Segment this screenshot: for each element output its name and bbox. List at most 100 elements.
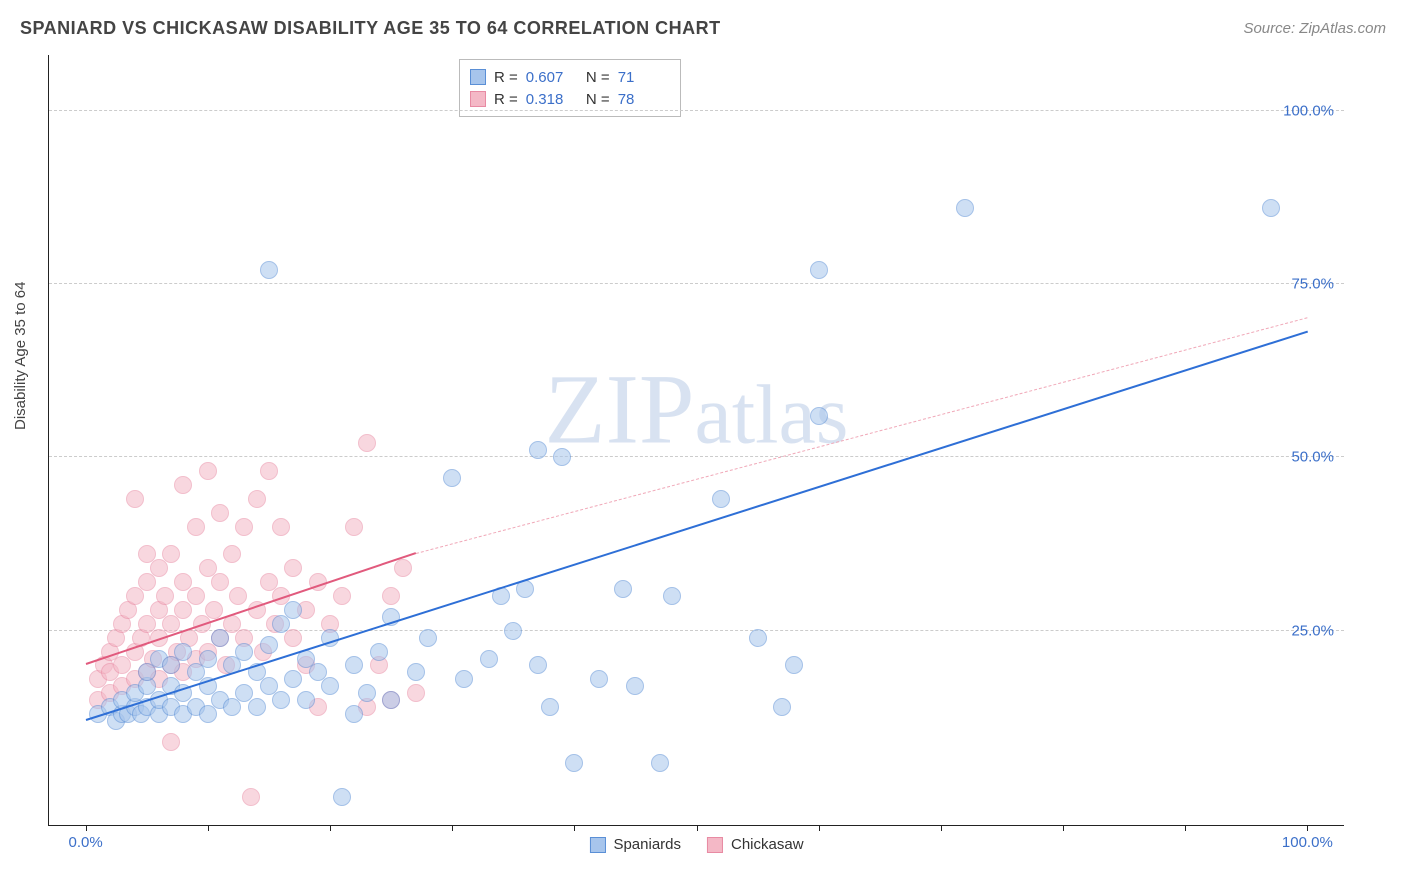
data-point [321,677,339,695]
data-point [242,788,260,806]
data-point [138,573,156,591]
data-point [187,518,205,536]
legend-label: Spaniards [613,836,681,853]
r-label: R = [494,91,518,108]
data-point [297,691,315,709]
data-point [174,476,192,494]
data-point [651,754,669,772]
x-tick [941,825,942,831]
data-point [272,518,290,536]
data-point [199,705,217,723]
data-point [358,434,376,452]
data-point [162,545,180,563]
series-legend: Spaniards Chickasaw [589,836,803,853]
x-tick [1063,825,1064,831]
data-point [419,629,437,647]
data-point [382,691,400,709]
data-point [407,663,425,681]
source-attribution: Source: ZipAtlas.com [1243,20,1386,37]
data-point [284,629,302,647]
data-point [284,670,302,688]
data-point [407,684,425,702]
data-point [529,656,547,674]
correlation-row: R =0.318 N =78 [470,88,666,110]
data-point [211,629,229,647]
data-point [235,643,253,661]
trend-line [415,318,1307,555]
data-point [223,545,241,563]
data-point [162,615,180,633]
legend-swatch-icon [707,837,723,853]
data-point [345,518,363,536]
data-point [248,490,266,508]
data-point [370,643,388,661]
data-point [333,587,351,605]
y-tick-label: 50.0% [1291,449,1334,466]
data-point [229,587,247,605]
legend-swatch-icon [470,69,486,85]
x-tick-label: 0.0% [69,834,103,851]
data-point [126,587,144,605]
data-point [235,518,253,536]
x-tick [208,825,209,831]
data-point [174,643,192,661]
x-tick-label: 100.0% [1282,834,1333,851]
data-point [333,788,351,806]
y-axis-label: Disability Age 35 to 64 [12,282,29,430]
legend-item: Chickasaw [707,836,804,853]
legend-item: Spaniards [589,836,681,853]
data-point [553,448,571,466]
gridline [49,110,1344,111]
data-point [541,698,559,716]
data-point [785,656,803,674]
x-tick [86,825,87,831]
x-tick [819,825,820,831]
x-tick [1185,825,1186,831]
data-point [455,670,473,688]
data-point [156,587,174,605]
data-point [504,622,522,640]
data-point [260,261,278,279]
n-value: 78 [618,91,666,108]
x-tick [697,825,698,831]
gridline [49,456,1344,457]
data-point [394,559,412,577]
data-point [211,504,229,522]
x-tick [452,825,453,831]
y-tick-label: 75.0% [1291,275,1334,292]
data-point [187,587,205,605]
data-point [810,407,828,425]
data-point [345,705,363,723]
legend-label: Chickasaw [731,836,804,853]
correlation-row: R =0.607 N =71 [470,66,666,88]
data-point [810,261,828,279]
data-point [260,636,278,654]
y-tick-label: 100.0% [1283,102,1334,119]
data-point [199,650,217,668]
data-point [126,490,144,508]
data-point [211,573,229,591]
data-point [345,656,363,674]
data-point [174,601,192,619]
n-label: N = [582,91,610,108]
x-tick [574,825,575,831]
legend-swatch-icon [470,91,486,107]
data-point [565,754,583,772]
x-tick [1307,825,1308,831]
correlation-legend-box: R =0.607 N =71R =0.318 N =78 [459,59,681,117]
r-label: R = [494,69,518,86]
data-point [284,601,302,619]
data-point [358,684,376,702]
data-point [773,698,791,716]
data-point [284,559,302,577]
r-value: 0.607 [526,69,574,86]
data-point [223,698,241,716]
data-point [590,670,608,688]
chart-title: SPANIARD VS CHICKASAW DISABILITY AGE 35 … [20,18,721,38]
gridline [49,283,1344,284]
data-point [138,663,156,681]
chart-header: SPANIARD VS CHICKASAW DISABILITY AGE 35 … [20,18,1386,48]
data-point [272,615,290,633]
data-point [956,199,974,217]
data-point [382,587,400,605]
